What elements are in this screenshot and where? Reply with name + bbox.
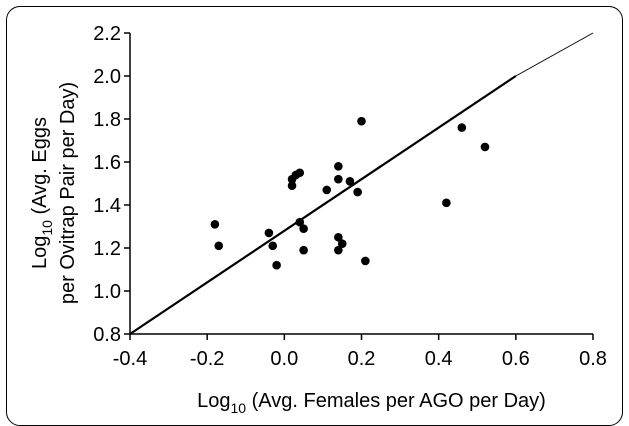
data-point: [210, 220, 220, 229]
data-point: [334, 245, 343, 255]
x-tick-label: 0.0: [270, 348, 298, 370]
y-tick-label: 1.8: [93, 109, 121, 131]
fit-line-extension: [515, 32, 594, 77]
data-point: [287, 181, 297, 190]
y-axis-label-line-2: per Ovitrap Pair per Day): [57, 82, 79, 304]
y-axis-label: Log10 (Avg. Eggs per Ovitrap Pair per Da…: [29, 82, 79, 304]
data-point: [334, 174, 343, 184]
data-point: [272, 260, 281, 270]
data-point: [442, 198, 451, 208]
data-point: [334, 162, 343, 171]
data-point: [299, 224, 308, 233]
fit-line: [129, 75, 517, 335]
y-tick-label: 0.8: [93, 324, 121, 346]
y-tick-label: 1.2: [93, 238, 121, 260]
data-point: [480, 142, 490, 152]
data-point: [357, 116, 366, 126]
y-tick-label: 1.0: [93, 281, 121, 303]
data-point: [353, 187, 362, 197]
x-tick-label: 0.4: [425, 348, 453, 370]
y-tick-label: 1.4: [93, 195, 121, 217]
data-point: [337, 239, 347, 248]
data-point: [322, 185, 332, 195]
data-point: [334, 232, 343, 242]
x-axis-label: Log10 (Avg. Females per AGO per Day): [197, 390, 546, 416]
y-axis-label-line-1: Log10 (Avg. Eggs: [29, 117, 55, 269]
data-point: [214, 241, 224, 251]
y-tick-label: 2.2: [93, 23, 121, 45]
data-point: [345, 177, 355, 186]
x-tick-label: -0.4: [113, 348, 147, 370]
data-point: [299, 245, 308, 255]
x-tick-label: 0.8: [579, 348, 607, 370]
data-point: [295, 217, 305, 227]
data-point: [457, 123, 467, 132]
x-tick-label: 0.2: [348, 348, 376, 370]
data-point: [361, 256, 370, 266]
y-tick-label: 2.0: [93, 66, 121, 88]
plot-area: [124, 32, 594, 340]
data-point: [264, 228, 274, 238]
tick-labels: 0.8 1.0 1.2 1.4 1.6 1.8 2.0 2.2 -0.4 -0.2 0.0 0.2 0.…: [93, 23, 607, 370]
x-tick-label: -0.2: [190, 348, 224, 370]
y-tick-label: 1.6: [93, 152, 121, 174]
data-point: [268, 241, 278, 251]
data-point: [295, 168, 305, 178]
x-tick-label: 0.6: [502, 348, 530, 370]
